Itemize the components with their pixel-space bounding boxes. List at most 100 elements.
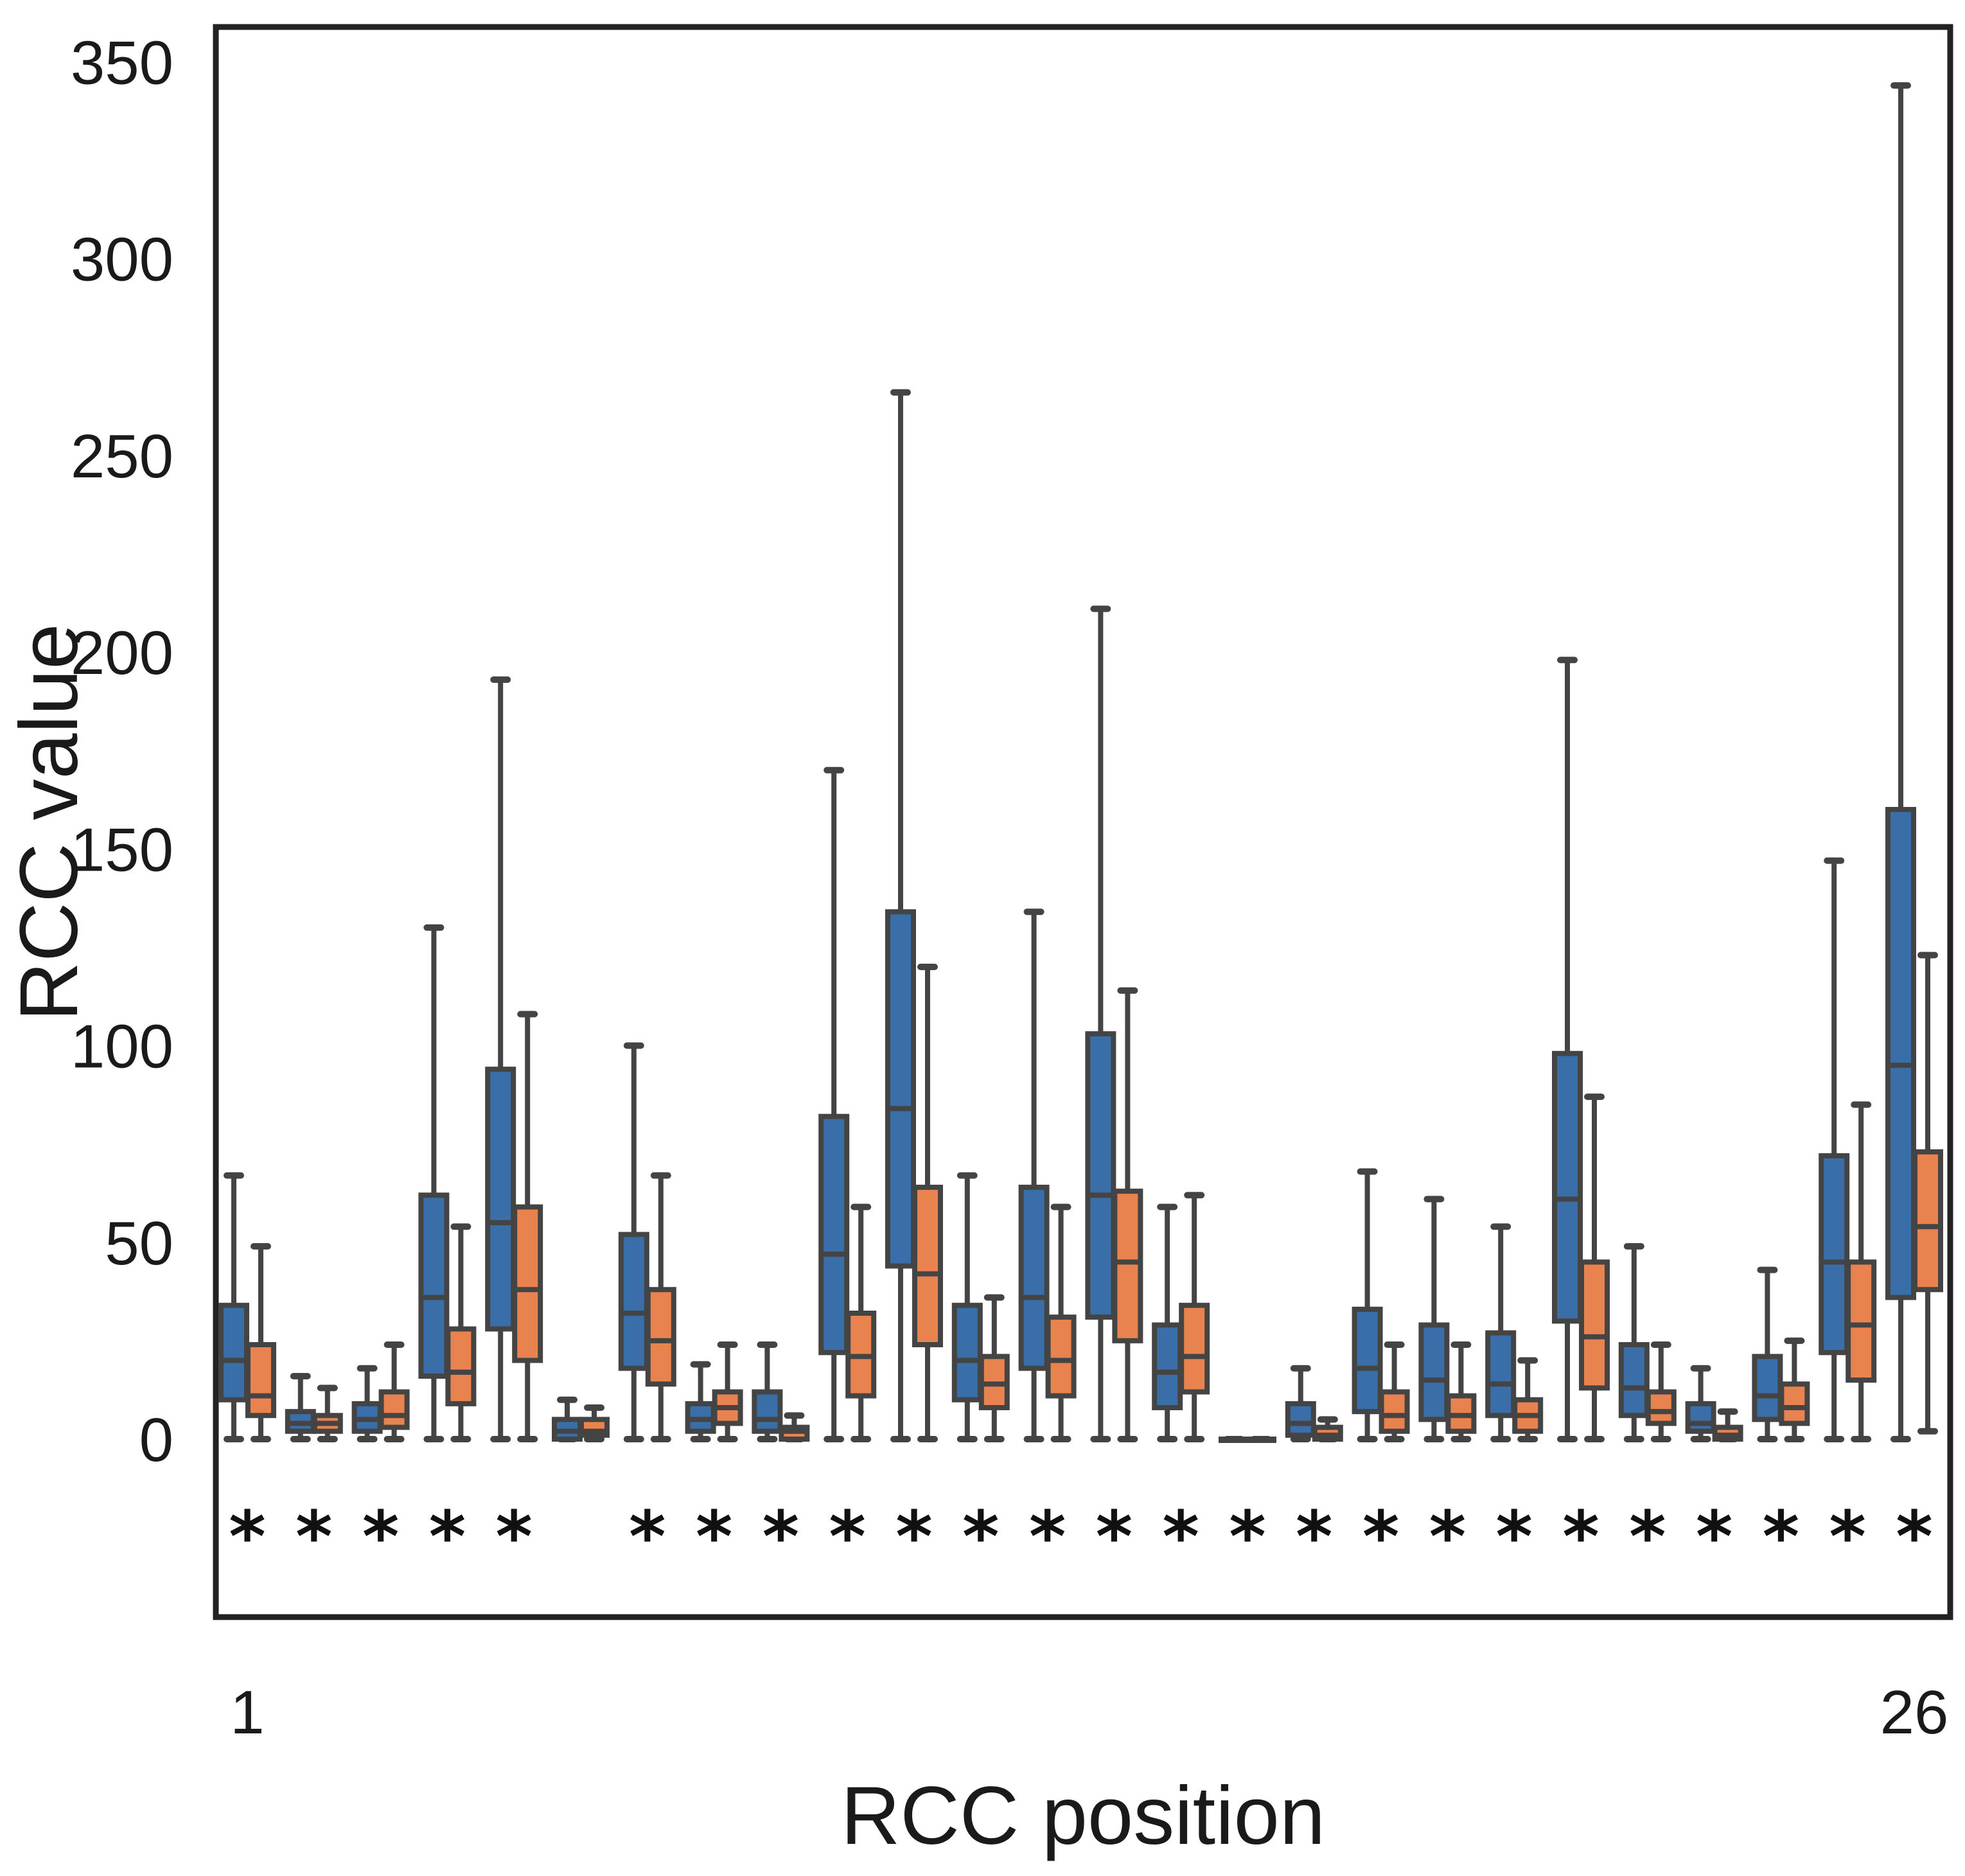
y-tick-label: 50 (105, 1209, 173, 1278)
box-a-pos-9 (752, 1341, 783, 1442)
significance-star: * (1495, 1496, 1533, 1578)
box-iqr (418, 1192, 450, 1379)
box-b-pos-1 (245, 1243, 276, 1442)
box-b-pos-18 (1379, 1341, 1410, 1442)
box-iqr (752, 1389, 783, 1434)
box-a-pos-14 (1085, 605, 1116, 1442)
box-a-pos-22 (1618, 1243, 1650, 1442)
box-iqr (1152, 1322, 1183, 1410)
box-b-pos-3 (378, 1341, 410, 1442)
significance-star: * (229, 1496, 266, 1578)
box-iqr (1418, 1322, 1450, 1422)
box-a-pos-3 (351, 1365, 383, 1442)
box-b-pos-9 (779, 1412, 810, 1442)
significance-star: * (1229, 1496, 1266, 1578)
box-a-pos-18 (1352, 1168, 1383, 1442)
box-iqr (818, 1113, 850, 1356)
box-iqr (218, 1302, 249, 1403)
y-tick-label: 100 (71, 1013, 173, 1081)
box-iqr (1885, 807, 1916, 1300)
box-iqr (245, 1342, 276, 1419)
box-iqr (1379, 1389, 1410, 1434)
significance-star: * (495, 1496, 533, 1578)
box-iqr (1285, 1401, 1316, 1438)
significance-star: * (429, 1496, 466, 1578)
box-b-pos-12 (978, 1294, 1010, 1442)
box-a-pos-2 (285, 1373, 316, 1442)
significance-star: * (1629, 1496, 1666, 1578)
significance-star: * (962, 1496, 1000, 1578)
significance-star: * (1362, 1496, 1400, 1578)
box-a-pos-19 (1418, 1196, 1450, 1442)
box-iqr (1579, 1259, 1610, 1391)
box-b-pos-6 (579, 1404, 610, 1442)
significance-star: * (1763, 1496, 1800, 1578)
box-iqr (1485, 1330, 1517, 1419)
box-b-pos-10 (845, 1203, 877, 1442)
box-a-pos-5 (485, 676, 516, 1442)
y-tick-label: 250 (71, 422, 173, 491)
box-a-pos-23 (1685, 1365, 1716, 1442)
box-a-pos-17 (1285, 1365, 1316, 1442)
significance-star: * (295, 1496, 333, 1578)
box-groups (218, 82, 1943, 1443)
box-iqr (1018, 1185, 1050, 1371)
box-b-pos-2 (312, 1385, 343, 1442)
box-b-pos-14 (1112, 987, 1143, 1442)
x-axis-title: RCC position (841, 1770, 1325, 1862)
box-iqr (1618, 1342, 1650, 1419)
box-iqr (485, 1066, 516, 1332)
y-tick-label: 0 (139, 1406, 173, 1474)
box-iqr (1179, 1302, 1210, 1395)
significance-star: * (1162, 1496, 1199, 1578)
y-axis-title: RCC value (3, 624, 95, 1022)
box-b-pos-13 (1045, 1203, 1077, 1442)
box-a-pos-6 (552, 1396, 583, 1442)
box-a-pos-13 (1018, 908, 1050, 1442)
box-a-pos-26 (1885, 82, 1916, 1442)
significance-star: * (696, 1496, 733, 1578)
significance-star: * (1696, 1496, 1733, 1578)
box-b-pos-25 (1846, 1101, 1877, 1442)
significance-star: * (1429, 1496, 1467, 1578)
significance-star: * (1829, 1496, 1866, 1578)
box-b-pos-19 (1445, 1341, 1477, 1442)
y-tick-labels: 0 50 100 150 200 250 300 350 (71, 28, 173, 1474)
significance-star: * (629, 1496, 666, 1578)
box-b-pos-24 (1779, 1337, 1810, 1442)
plot-frame (213, 24, 1953, 1620)
box-iqr (378, 1389, 410, 1430)
box-iqr (618, 1232, 649, 1371)
box-b-pos-21 (1579, 1093, 1610, 1442)
box-b-pos-17 (1312, 1416, 1343, 1442)
box-iqr (912, 1185, 943, 1347)
box-b-pos-11 (912, 964, 943, 1442)
y-tick-label: 150 (71, 815, 173, 884)
box-a-pos-1 (218, 1172, 249, 1442)
box-b-pos-7 (645, 1172, 676, 1442)
box-iqr (1645, 1389, 1677, 1426)
box-b-pos-5 (512, 1011, 543, 1442)
box-a-pos-16 (1219, 1436, 1249, 1443)
box-a-pos-7 (618, 1042, 649, 1442)
y-tick-label: 350 (71, 28, 173, 97)
box-b-pos-22 (1645, 1341, 1677, 1442)
y-tick-label: 300 (71, 226, 173, 294)
box-a-pos-11 (885, 389, 916, 1442)
y-tick-label: 200 (71, 619, 173, 687)
significance-star: * (895, 1496, 933, 1578)
box-iqr (1685, 1401, 1716, 1434)
box-iqr (885, 909, 916, 1269)
significance-star: * (762, 1496, 800, 1578)
x-tick-label-first: 1 (230, 1678, 264, 1747)
significance-star: * (829, 1496, 866, 1578)
box-iqr (1819, 1153, 1850, 1356)
box-iqr (1045, 1314, 1077, 1399)
box-iqr (1352, 1306, 1383, 1415)
x-tick-label-last: 26 (1880, 1678, 1949, 1747)
box-a-pos-10 (818, 766, 850, 1442)
box-iqr (512, 1204, 543, 1363)
significance-star: * (1896, 1496, 1933, 1578)
box-iqr (1752, 1354, 1783, 1422)
